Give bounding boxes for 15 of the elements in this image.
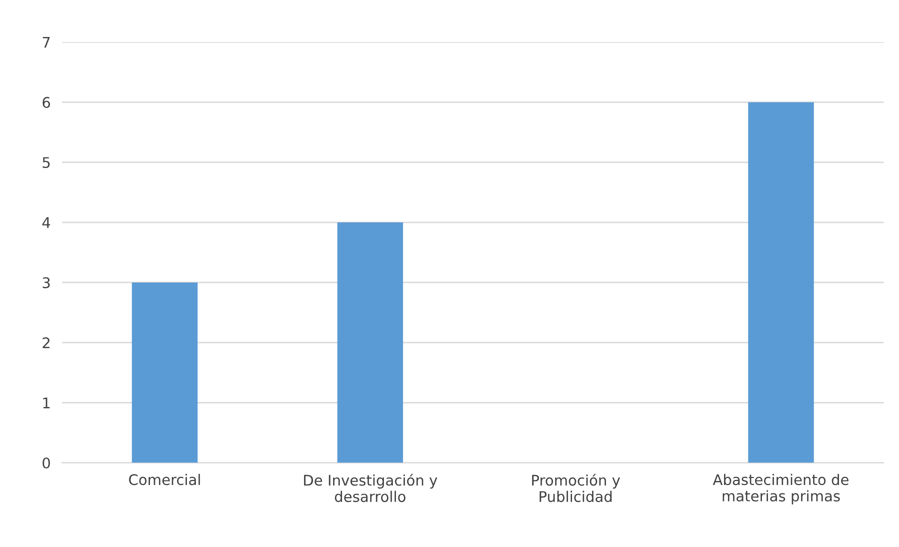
x-tick-label: Abastecimiento de materias primas [712, 474, 848, 504]
y-tick-label: 1 [43, 398, 50, 408]
bar [748, 102, 814, 463]
x-tick-label: Promoción y Publicidad [532, 474, 620, 502]
y-tick-label: 5 [42, 157, 50, 168]
y-tick-label: 0 [42, 457, 50, 469]
bar [337, 222, 404, 463]
x-tick-label: De Investigación y desarrollo [304, 474, 438, 502]
y-tick-label: 4 [42, 217, 50, 228]
y-tick-label: 7 [42, 37, 50, 48]
bar [132, 282, 198, 463]
y-tick-label: 2 [42, 337, 50, 348]
y-tick-label: 6 [42, 96, 50, 108]
y-tick-label: 3 [42, 277, 50, 288]
x-tick-label: Comercial [129, 474, 200, 486]
